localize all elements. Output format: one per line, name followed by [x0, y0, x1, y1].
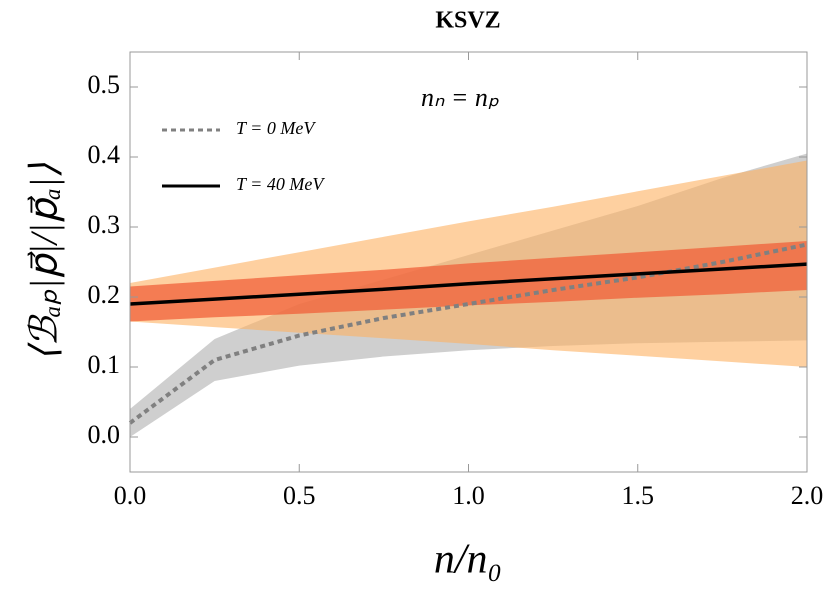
y-axis-label: ⟨ℬₐₚ|p⃗|/|p⃗ₐ|⟩	[24, 163, 66, 362]
y-tick-label: 0.4	[88, 140, 121, 169]
line	[129, 262, 808, 306]
y-tick-label: 0.5	[88, 70, 121, 99]
y-tick-label: 0.3	[88, 210, 121, 239]
y-tick-label: 0.2	[88, 280, 121, 309]
x-tick-label: 1.0	[452, 481, 485, 510]
x-tick-label: 1.5	[622, 481, 655, 510]
x-tick-label: 0.5	[283, 481, 316, 510]
x-tick-label: 0.0	[114, 481, 147, 510]
x-axis-label: n/n₀	[434, 537, 502, 583]
legend-label: T = 40 MeV	[236, 174, 325, 194]
y-tick-label: 0.1	[88, 350, 121, 379]
annotation: nₙ = nₚ	[421, 83, 499, 112]
uncertainty-band	[130, 241, 807, 322]
x-tick-label: 2.0	[791, 481, 824, 510]
line	[128, 242, 808, 425]
chart-title: KSVZ	[435, 8, 500, 34]
legend-label: T = 0 MeV	[236, 118, 316, 138]
y-tick-label: 0.0	[88, 420, 121, 449]
